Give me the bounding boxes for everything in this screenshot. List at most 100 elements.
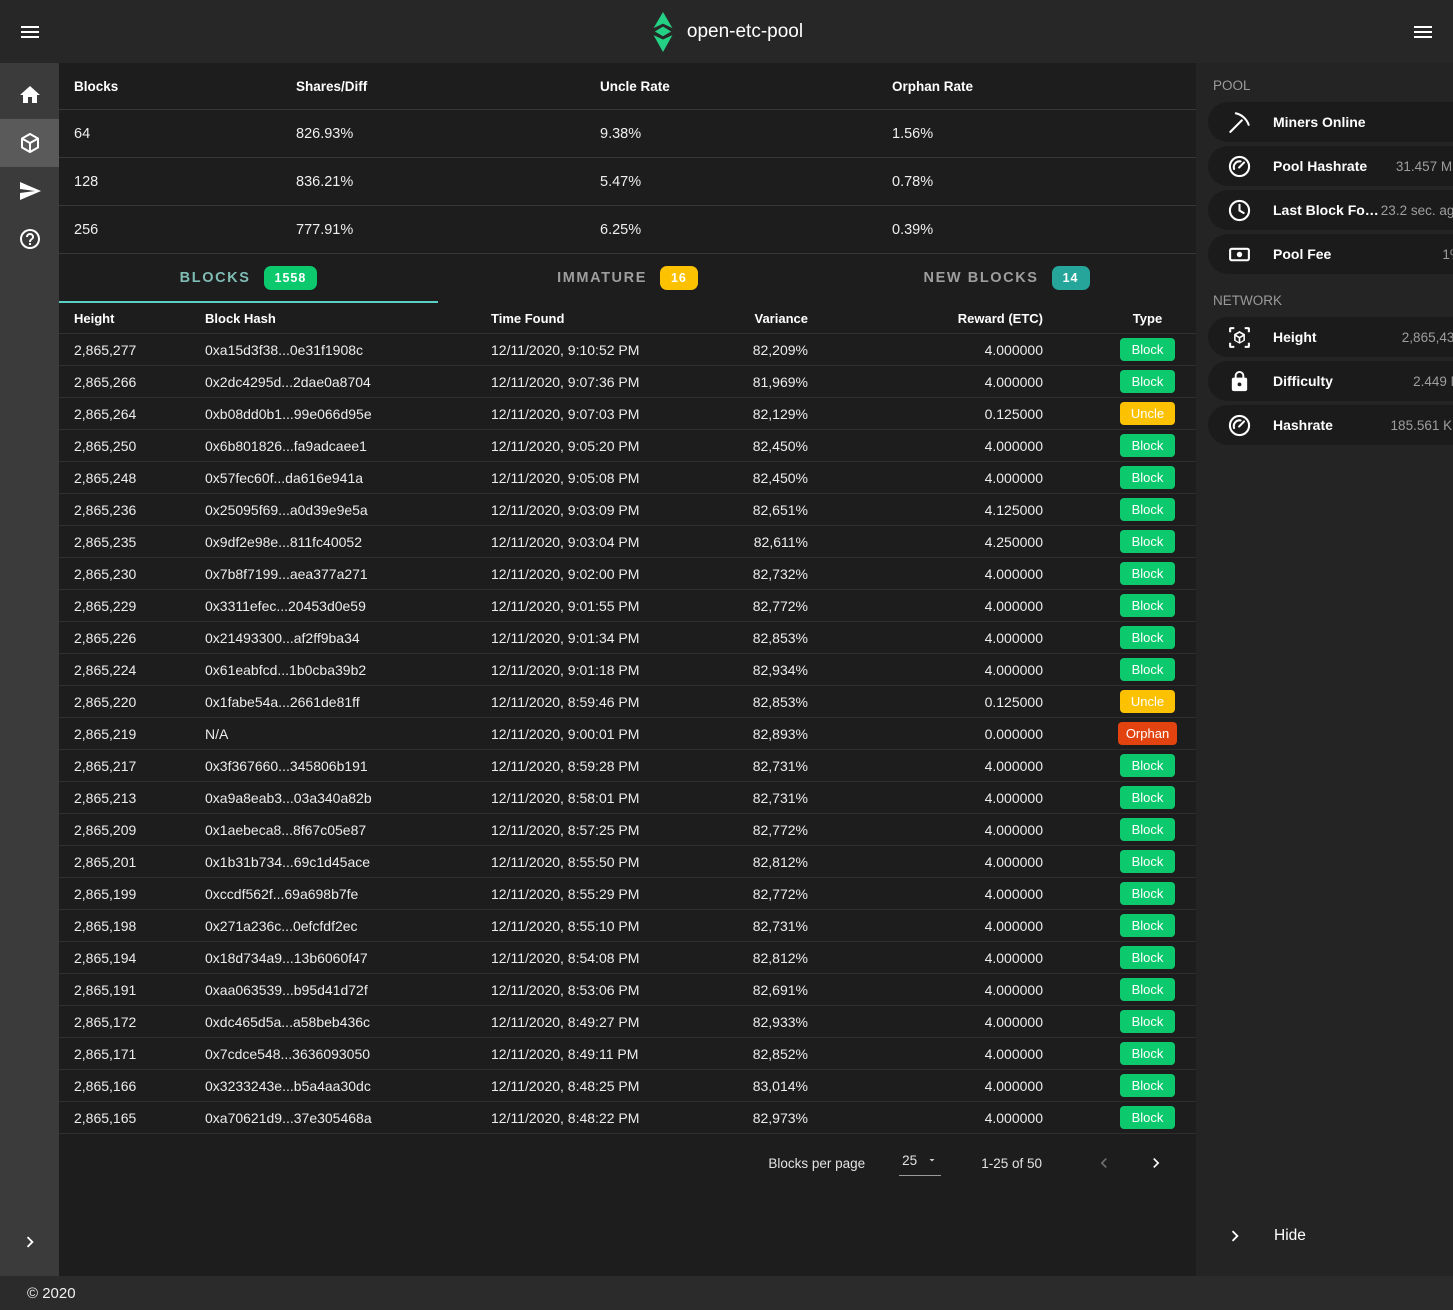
block-time-found: 12/11/2020, 9:02:00 PM — [491, 565, 640, 582]
block-height: 2,865,236 — [74, 501, 137, 518]
block-variance: 82,852% — [752, 1045, 808, 1062]
table-row: 2,865,219 N/A 12/11/2020, 9:00:01 PM 82,… — [59, 718, 1196, 750]
block-time-found: 12/11/2020, 8:54:08 PM — [491, 949, 640, 966]
block-height: 2,865,219 — [74, 725, 137, 742]
block-height: 2,865,172 — [74, 1013, 137, 1030]
tab-new-blocks[interactable]: NEW BLOCKS 14 — [817, 254, 1196, 303]
block-height: 2,865,209 — [74, 821, 137, 838]
stat-label: Miners Online — [1273, 114, 1366, 130]
per-page-value: 25 — [902, 1152, 918, 1168]
type-badge: Block — [1120, 1106, 1175, 1129]
next-page-button[interactable] — [1140, 1147, 1172, 1179]
tab-blocks[interactable]: BLOCKS 1558 — [59, 254, 438, 303]
stat-value: 2,865,431 — [1401, 329, 1453, 345]
block-reward: 4.000000 — [984, 917, 1043, 934]
main-content: Blocks Shares/Diff Uncle Rate Orphan Rat… — [59, 63, 1196, 1276]
block-time-found: 12/11/2020, 8:57:25 PM — [491, 821, 640, 838]
block-variance: 82,893% — [752, 725, 808, 742]
block-hash: 0x18d734a9...13b6060f47 — [205, 949, 368, 966]
cube-scan-icon — [1226, 325, 1252, 350]
stats-blocks: 64 — [74, 125, 91, 142]
type-badge: Block — [1120, 818, 1175, 841]
block-height: 2,865,266 — [74, 373, 137, 390]
tab-immature[interactable]: IMMATURE 16 — [438, 254, 817, 303]
block-reward: 4.000000 — [984, 1109, 1043, 1126]
table-row: 2,865,172 0xdc465d5a...a58beb436c 12/11/… — [59, 1006, 1196, 1038]
blocks-per-page-label: Blocks per page — [768, 1155, 866, 1171]
block-hash: 0x271a236c...0efcfdf2ec — [205, 917, 358, 934]
block-hash: 0xaa063539...b95d41d72f — [205, 981, 368, 998]
table-row: 2,865,217 0x3f367660...345806b191 12/11/… — [59, 750, 1196, 782]
hide-sidebar-button[interactable]: Hide — [1208, 1212, 1453, 1260]
block-reward: 4.125000 — [984, 501, 1043, 518]
type-badge: Block — [1120, 1074, 1175, 1097]
block-reward: 4.000000 — [984, 597, 1043, 614]
per-page-select[interactable]: 25 — [899, 1151, 942, 1176]
block-time-found: 12/11/2020, 8:49:27 PM — [491, 1013, 640, 1030]
stats-col-orphan-rate: Orphan Rate — [892, 78, 974, 94]
stats-row: 64 826.93% 9.38% 1.56% — [59, 110, 1196, 158]
stats-shares-diff: 777.91% — [296, 221, 354, 238]
type-badge: Block — [1120, 1010, 1175, 1033]
block-hash: 0x3233243e...b5a4aa30dc — [205, 1077, 371, 1094]
page-title: open-etc-pool — [686, 20, 804, 42]
block-reward: 4.000000 — [984, 821, 1043, 838]
block-hash: 0x61eabfcd...1b0cba39b2 — [205, 661, 367, 678]
type-badge: Block — [1120, 338, 1175, 361]
nav-help[interactable] — [0, 215, 59, 263]
tab-immature-count-badge: 16 — [659, 265, 698, 290]
block-time-found: 12/11/2020, 9:01:55 PM — [491, 597, 640, 614]
block-variance: 82,129% — [752, 405, 808, 422]
stats-orphan-rate: 1.56% — [892, 125, 934, 142]
block-reward: 0.125000 — [984, 693, 1043, 710]
block-reward: 4.000000 — [984, 469, 1043, 486]
block-variance: 82,731% — [752, 789, 808, 806]
menu-icon[interactable] — [1403, 12, 1443, 52]
help-icon — [18, 227, 42, 251]
block-height: 2,865,230 — [74, 565, 137, 582]
block-hash: N/A — [205, 725, 229, 742]
page-footer: © 2020 — [0, 1276, 1453, 1310]
top-bar: open-etc-pool — [0, 0, 1453, 63]
network-hashrate-stat: Hashrate 185.561 KH — [1208, 405, 1453, 445]
block-variance: 82,691% — [752, 981, 808, 998]
block-reward: 0.125000 — [984, 405, 1043, 422]
table-row: 2,865,220 0x1fabe54a...2661de81ff 12/11/… — [59, 686, 1196, 718]
type-badge: Block — [1120, 658, 1175, 681]
nav-blocks[interactable] — [0, 119, 59, 167]
block-time-found: 12/11/2020, 8:48:22 PM — [491, 1109, 640, 1126]
hide-button-label: Hide — [1274, 1227, 1306, 1244]
col-reward: Reward (ETC) — [957, 310, 1043, 326]
block-reward: 4.000000 — [984, 885, 1043, 902]
block-variance: 82,731% — [752, 757, 808, 774]
send-icon — [18, 179, 42, 203]
brand: open-etc-pool — [0, 11, 1453, 52]
stats-shares-diff: 826.93% — [296, 125, 354, 142]
stat-value: 185.561 KH — [1390, 417, 1453, 433]
nav-payments[interactable] — [0, 167, 59, 215]
network-difficulty-stat: Difficulty 2.449 M — [1208, 361, 1453, 401]
block-height: 2,865,165 — [74, 1109, 137, 1126]
pool-section-title: POOL — [1213, 78, 1251, 93]
block-hash: 0x7b8f7199...aea377a271 — [205, 565, 368, 582]
block-height: 2,865,217 — [74, 757, 137, 774]
menu-icon[interactable] — [10, 12, 50, 52]
col-variance: Variance — [754, 310, 809, 326]
block-time-found: 12/11/2020, 9:03:04 PM — [491, 533, 640, 550]
rail-expand-button[interactable] — [0, 1220, 59, 1264]
tab-blocks-count-badge: 1558 — [263, 265, 318, 290]
block-hash: 0x21493300...af2ff9ba34 — [205, 629, 360, 646]
blocks-table-body: 2,865,277 0xa15d3f38...0e31f1908c 12/11/… — [59, 334, 1196, 1134]
block-reward: 4.000000 — [984, 373, 1043, 390]
left-nav-rail — [0, 63, 59, 1276]
block-time-found: 12/11/2020, 9:01:34 PM — [491, 629, 640, 646]
stat-label: Difficulty — [1273, 373, 1333, 389]
block-height: 2,865,213 — [74, 789, 137, 806]
banknote-icon — [1226, 242, 1252, 267]
nav-home[interactable] — [0, 71, 59, 119]
prev-page-button[interactable] — [1088, 1147, 1120, 1179]
block-variance: 81,969% — [752, 373, 808, 390]
block-reward: 4.000000 — [984, 789, 1043, 806]
block-hash: 0xa15d3f38...0e31f1908c — [205, 341, 364, 358]
block-time-found: 12/11/2020, 9:05:20 PM — [491, 437, 640, 454]
